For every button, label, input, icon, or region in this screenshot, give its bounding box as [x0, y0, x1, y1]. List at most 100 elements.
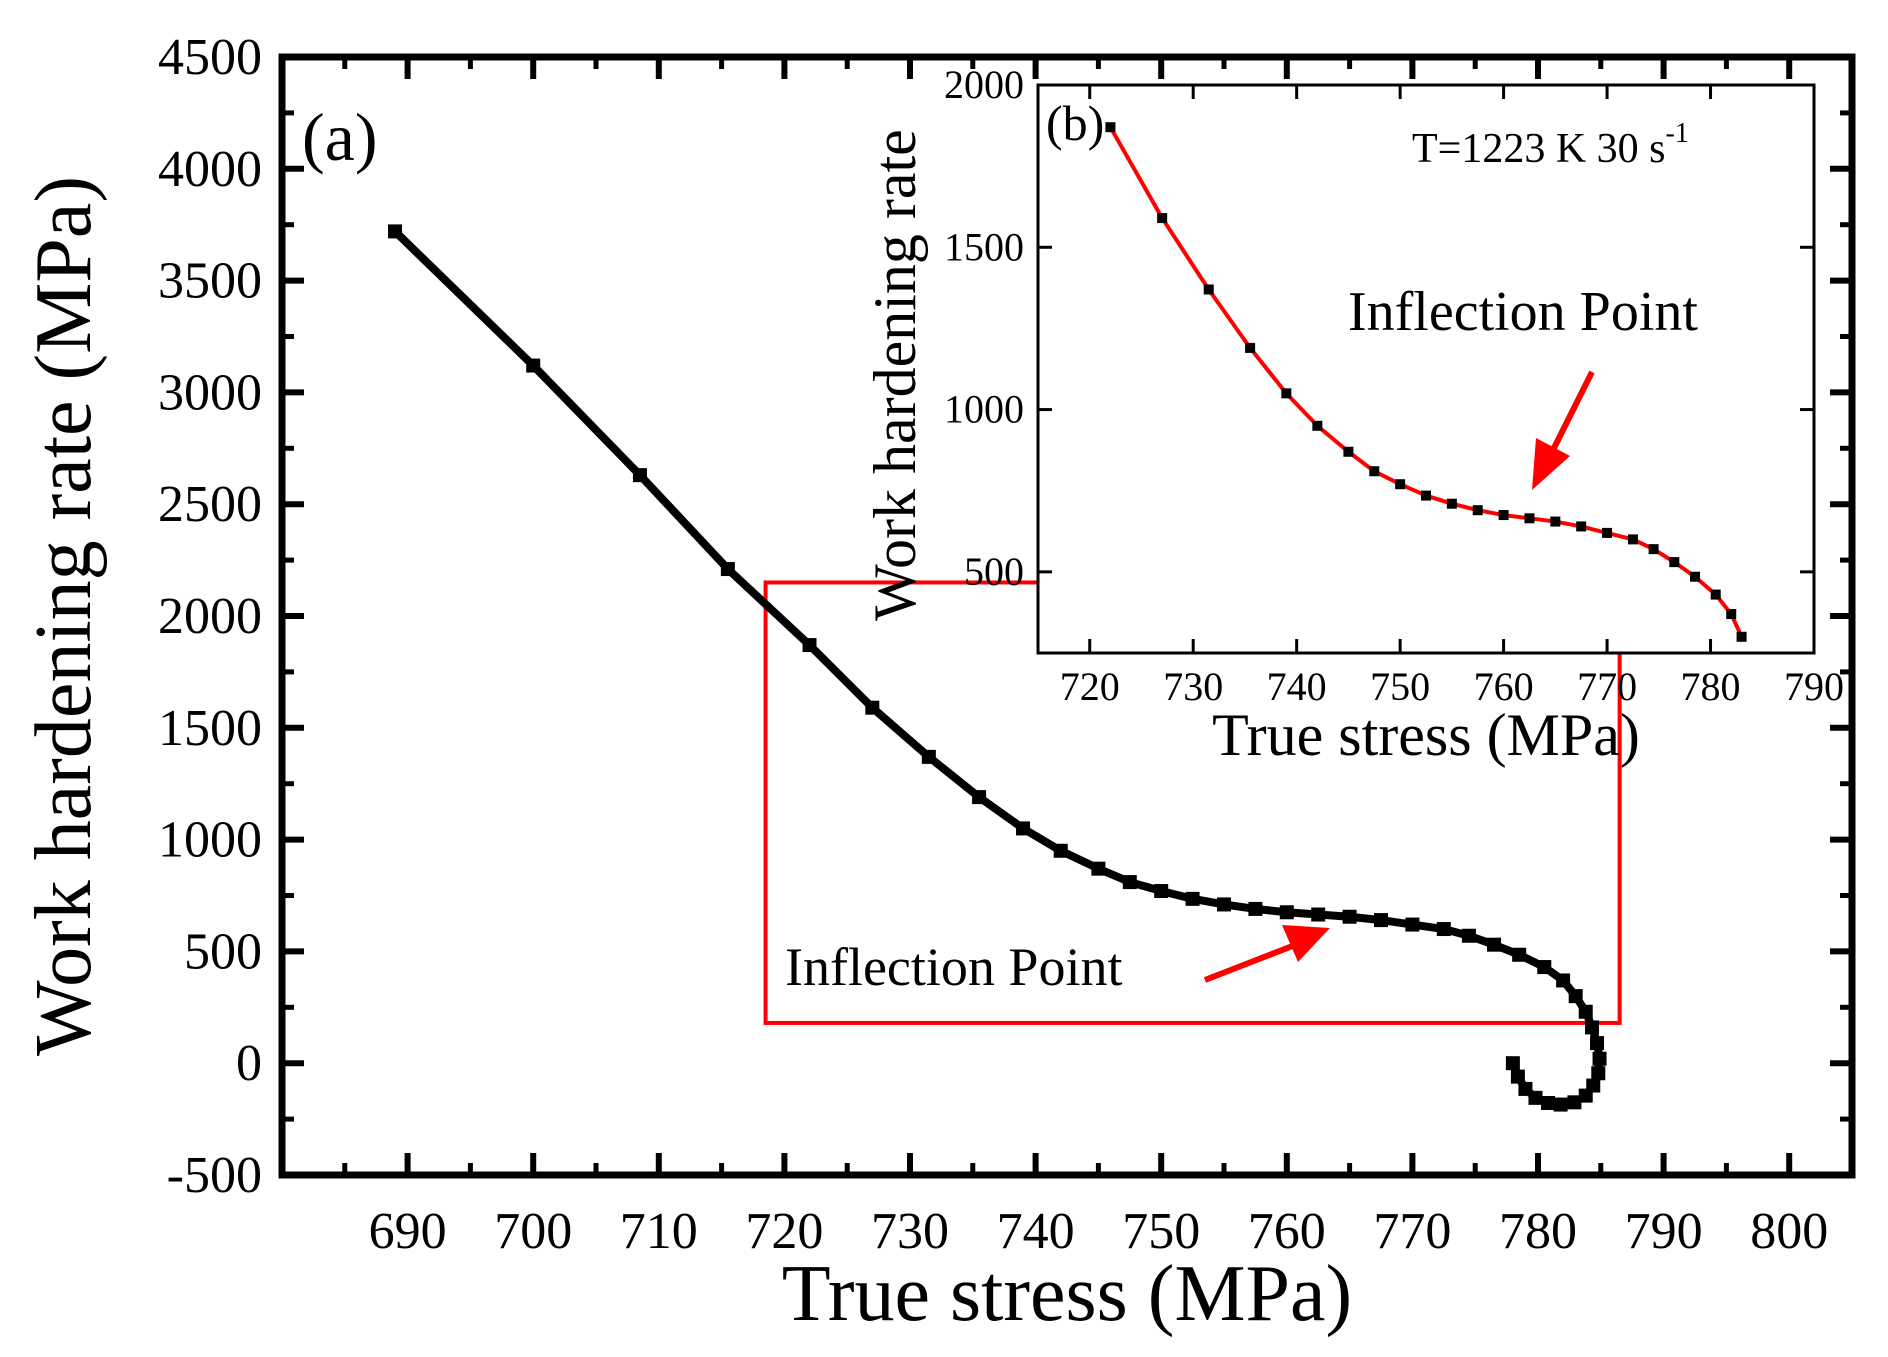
x-tick-label: 780 [1499, 1203, 1577, 1260]
main-data-point [1461, 928, 1476, 943]
main-data-point [1342, 909, 1357, 924]
inset-y-axis-title: Work hardening rate [862, 129, 928, 621]
x-tick-label: 700 [494, 1203, 572, 1260]
inset-plot-frame [1036, 83, 1816, 655]
main-data-point [1405, 917, 1420, 932]
x-tick-label: 760 [1248, 1203, 1326, 1260]
inset-x-tick-label: 780 [1681, 664, 1741, 709]
inset-data-point [1602, 527, 1613, 538]
main-data-point [1585, 1020, 1600, 1035]
main-data-point [1311, 907, 1326, 922]
inset-data-point [1690, 571, 1701, 582]
main-y-axis-title: Work hardening rate (MPa) [20, 176, 108, 1056]
main-data-point [1436, 922, 1451, 937]
main-data-point [1217, 897, 1231, 912]
main-data-point [1541, 1096, 1556, 1111]
main-data-point [1568, 989, 1583, 1004]
main-data-point [1248, 901, 1263, 916]
main-data-point [1279, 905, 1294, 920]
main-data-point [1053, 843, 1068, 858]
inset-data-point [1157, 213, 1168, 224]
inset-tick-labels: 720 730 740 750 760 770 780 790 500 1000 1500 2000 [944, 62, 1844, 709]
main-data-point [1505, 1056, 1520, 1071]
x-tick-label: 720 [745, 1203, 823, 1260]
inset-data-series [1105, 122, 1747, 642]
y-tick-label: 4500 [158, 29, 262, 86]
inset-data-point [1343, 446, 1354, 457]
main-data-point [1592, 1051, 1607, 1066]
main-data-point [1016, 821, 1031, 836]
inset-arrow-head [1532, 438, 1570, 490]
main-data-point [1578, 1088, 1593, 1103]
inset-data-point [1369, 466, 1380, 477]
x-tick-label: 730 [871, 1203, 949, 1260]
arrow-shaft [1203, 942, 1297, 983]
inset-x-tick-label: 750 [1370, 664, 1430, 709]
main-data-point [1510, 1069, 1525, 1084]
main-inflection-arrow [1203, 925, 1330, 983]
x-tick-label: 770 [1373, 1203, 1451, 1260]
inset-data-point [1627, 534, 1638, 545]
inset-arrow-shaft [1549, 370, 1595, 454]
panel-label-b: (b) [1046, 95, 1104, 151]
inset-data-point [1550, 516, 1561, 527]
inset-x-axis-title: True stress (MPa) [1212, 702, 1640, 768]
x-tick-label: 740 [997, 1203, 1075, 1260]
y-tick-label: 3000 [158, 364, 262, 421]
inset-data-point [1281, 388, 1292, 399]
inset-x-tick-label: 740 [1267, 664, 1327, 709]
main-data-point [1567, 1095, 1582, 1110]
x-tick-label: 710 [620, 1203, 698, 1260]
main-data-point [802, 638, 817, 653]
x-tick-label: 690 [369, 1203, 447, 1260]
x-tick-label: 800 [1750, 1203, 1828, 1260]
condition-text: T=1223 K 30 s [1412, 126, 1666, 172]
y-tick-label: 1000 [158, 812, 262, 869]
main-data-point [526, 358, 541, 373]
inset-chart: 720 730 740 750 760 770 780 790500100015002000 … [862, 62, 1844, 768]
y-tick-label: 2500 [158, 476, 262, 533]
y-tick-label: 3500 [158, 253, 262, 310]
y-tick-label: 500 [184, 923, 262, 980]
x-tick-label: 750 [1122, 1203, 1200, 1260]
inset-data-point [1710, 589, 1721, 600]
inset-data-point [1203, 284, 1214, 295]
inset-data-point [1312, 420, 1323, 431]
main-tick-labels: 690 700 710 720 730 740 750 760 770 780 790 800 -500… [158, 29, 1828, 1260]
inset-x-tick-label: 730 [1163, 664, 1223, 709]
inset-data-point [1648, 544, 1659, 555]
test-condition-label: T=1223 K 30 s-1 [1412, 118, 1689, 172]
main-data-point [1578, 1004, 1593, 1019]
main-data-point [972, 790, 987, 805]
main-chart: 690 700 710 720 730 740 750 760 770 780 790 800 -500… [20, 29, 1856, 1338]
inset-y-tick-label: 1000 [944, 387, 1024, 432]
inset-y-tick-label: 2000 [944, 62, 1024, 107]
inset-y-tick-label: 500 [964, 549, 1024, 594]
inset-data-point [1472, 505, 1483, 516]
main-data-point [921, 749, 936, 764]
inset-data-point [1524, 513, 1535, 524]
panel-label-a: (a) [302, 99, 377, 175]
main-data-point [1122, 875, 1137, 890]
inset-data-point [1395, 479, 1406, 490]
inset-data-point [1669, 557, 1680, 568]
main-axis-ticks [282, 54, 1852, 1178]
main-data-point [1487, 937, 1502, 952]
inset-x-tick-label: 720 [1060, 664, 1120, 709]
condition-exponent: -1 [1666, 118, 1689, 149]
inset-x-tick-label: 770 [1577, 664, 1637, 709]
inset-data-point [1446, 498, 1457, 509]
main-data-point [632, 468, 647, 483]
y-tick-label: 2000 [158, 588, 262, 645]
inset-data-point [1726, 609, 1737, 620]
inset-data-point [1576, 521, 1587, 532]
inset-inflection-label: Inflection Point [1348, 281, 1698, 343]
main-data-point [1185, 891, 1200, 906]
inset-axis-ticks [1038, 83, 1816, 653]
main-data-point [1591, 1066, 1606, 1081]
inset-x-tick-label: 790 [1784, 664, 1844, 709]
y-tick-label: -500 [167, 1147, 262, 1204]
main-data-point [720, 562, 735, 577]
inset-data-point [1105, 122, 1116, 133]
inset-data-point [1498, 510, 1509, 521]
